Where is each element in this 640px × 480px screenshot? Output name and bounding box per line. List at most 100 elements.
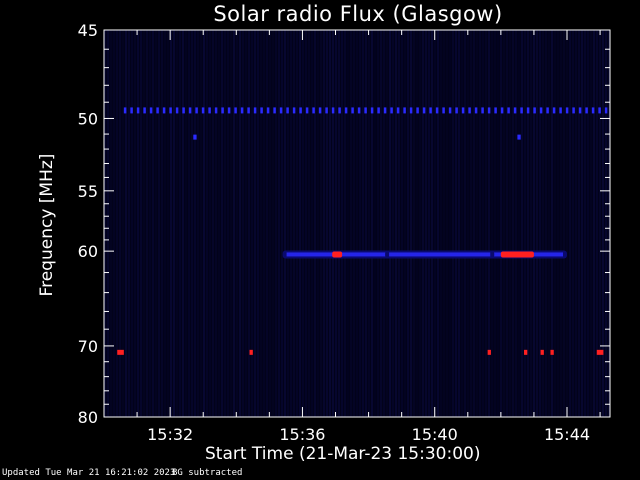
band-segment xyxy=(481,107,484,114)
band-segment xyxy=(429,107,432,114)
axes: 45 50 55 60 70 80 15:32 15:36 15:40 15:44 xyxy=(78,21,611,444)
band-segment xyxy=(292,107,296,114)
texture-stripe xyxy=(467,30,469,417)
texture-stripe xyxy=(146,30,148,417)
texture-stripe xyxy=(494,30,496,417)
texture-stripe xyxy=(557,30,559,417)
texture-stripe xyxy=(383,30,385,417)
band-segment xyxy=(318,107,322,114)
band-segment xyxy=(565,107,569,114)
texture-stripe xyxy=(545,30,547,417)
texture-stripe xyxy=(209,30,211,417)
chart-title: Solar radio Flux (Glasgow) xyxy=(213,2,503,26)
texture-stripe xyxy=(266,30,268,417)
texture-stripe xyxy=(170,30,172,417)
texture-stripe xyxy=(578,30,580,417)
texture-stripe xyxy=(122,30,124,417)
texture-stripe xyxy=(242,30,244,417)
band-segment xyxy=(331,107,335,114)
y-tick-label: 45 xyxy=(78,21,98,40)
x-tick-label: 15:44 xyxy=(544,425,590,444)
band-segment xyxy=(149,107,153,114)
texture-stripe xyxy=(560,30,562,417)
emission-spot xyxy=(517,134,521,140)
texture-stripe xyxy=(374,30,376,417)
texture-stripe xyxy=(263,30,265,417)
emission-spot xyxy=(550,349,554,355)
band-segment xyxy=(390,107,393,114)
texture-stripe xyxy=(440,30,442,417)
emission-band-core xyxy=(389,252,491,257)
texture-stripe xyxy=(260,30,262,417)
texture-stripe xyxy=(269,30,271,417)
texture-stripe xyxy=(572,30,574,417)
texture-stripe xyxy=(605,30,607,417)
band-segment xyxy=(286,107,289,114)
texture-stripe xyxy=(497,30,499,417)
emission-spot xyxy=(540,349,544,355)
band-segment xyxy=(461,107,465,114)
texture-stripe xyxy=(245,30,247,417)
texture-stripe xyxy=(506,30,508,417)
texture-stripe xyxy=(407,30,409,417)
texture-stripe xyxy=(272,30,274,417)
texture-stripe xyxy=(326,30,328,417)
texture-stripe xyxy=(563,30,565,417)
texture-stripe xyxy=(491,30,493,417)
texture-stripe xyxy=(599,30,601,417)
texture-stripe xyxy=(569,30,571,417)
texture-stripe xyxy=(482,30,484,417)
texture-stripe xyxy=(590,30,592,417)
band-segment xyxy=(448,107,452,114)
texture-stripe xyxy=(584,30,586,417)
texture-stripe xyxy=(473,30,475,417)
band-segment xyxy=(214,107,218,114)
texture-stripe xyxy=(239,30,241,417)
texture-stripe xyxy=(350,30,352,417)
texture-stripe xyxy=(221,30,223,417)
band-segment xyxy=(377,107,380,114)
band-segment xyxy=(162,107,166,114)
x-tick-label: 15:40 xyxy=(412,425,458,444)
texture-stripe xyxy=(458,30,460,417)
texture-stripe xyxy=(257,30,259,417)
band-segment xyxy=(370,107,374,114)
texture-stripe xyxy=(185,30,187,417)
texture-stripe xyxy=(152,30,154,417)
texture-stripe xyxy=(608,30,610,417)
band-segment xyxy=(156,107,159,114)
texture-stripe xyxy=(362,30,364,417)
texture-stripe xyxy=(161,30,163,417)
texture-stripe xyxy=(536,30,538,417)
band-segment xyxy=(273,107,276,114)
texture-stripe xyxy=(119,30,121,417)
texture-stripe xyxy=(296,30,298,417)
band-segment xyxy=(136,107,140,114)
band-segment xyxy=(305,107,309,114)
texture-stripe xyxy=(203,30,205,417)
texture-stripe xyxy=(197,30,199,417)
band-segment xyxy=(169,107,172,114)
texture-stripe xyxy=(134,30,136,417)
band-segment xyxy=(500,107,504,114)
texture-stripe xyxy=(281,30,283,417)
texture-stripe xyxy=(113,30,115,417)
texture-stripe xyxy=(155,30,157,417)
texture-stripe xyxy=(290,30,292,417)
band-segment xyxy=(234,107,237,114)
band-segment xyxy=(240,107,244,114)
texture-stripe xyxy=(596,30,598,417)
texture-stripe xyxy=(275,30,277,417)
texture-stripe xyxy=(167,30,169,417)
texture-stripe xyxy=(509,30,511,417)
texture-stripe xyxy=(593,30,595,417)
texture-stripe xyxy=(308,30,310,417)
texture-stripe xyxy=(401,30,403,417)
texture-stripe xyxy=(215,30,217,417)
x-axis-label: Start Time (21-Mar-23 15:30:00) xyxy=(205,444,481,464)
texture-stripe xyxy=(344,30,346,417)
texture-stripe xyxy=(353,30,355,417)
band-segment xyxy=(416,107,419,114)
band-segment xyxy=(279,107,283,114)
texture-stripe xyxy=(158,30,160,417)
